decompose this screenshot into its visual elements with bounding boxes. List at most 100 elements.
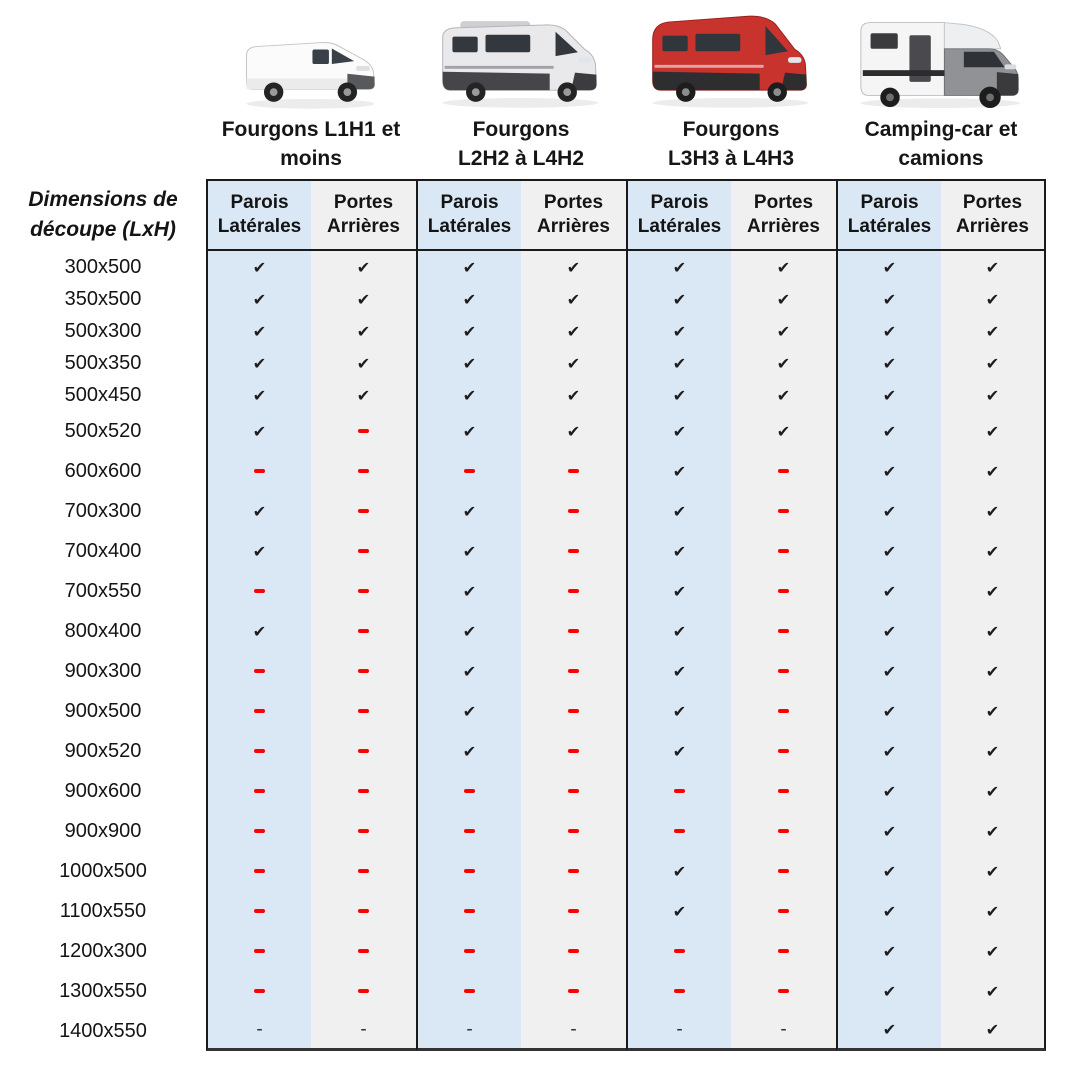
check-icon: ✔ — [985, 781, 1000, 801]
red-high-roof-van-image — [652, 15, 809, 108]
column-header-fourgons-l3h3-l4h3-portes-arrieres: Portes Arrières — [731, 179, 836, 251]
cell-500x300-fourgons-l2h2-l4h2-parois: ✔ — [416, 315, 521, 347]
check-icon: ✔ — [672, 581, 687, 601]
check-icon: ✔ — [672, 461, 687, 481]
cell-900x300-fourgons-l2h2-l4h2-parois: ✔ — [416, 651, 521, 691]
cell-1100x550-fourgons-l3h3-l4h3-parois: ✔ — [626, 891, 731, 931]
check-icon: ✔ — [776, 257, 791, 277]
row-label-700x300: 700x300 — [0, 491, 206, 531]
cell-700x550-camping-car-parois: ✔ — [836, 571, 941, 611]
cell-700x550-fourgons-l1h1-portes — [311, 571, 416, 611]
row-label-1000x500: 1000x500 — [0, 851, 206, 891]
row-label-1400x550: 1400x550 — [0, 1011, 206, 1051]
cell-500x350-fourgons-l2h2-l4h2-portes: ✔ — [521, 347, 626, 379]
not-available-dash-icon — [358, 709, 369, 713]
cell-1200x300-fourgons-l3h3-l4h3-portes — [731, 931, 836, 971]
cell-1300x550-fourgons-l3h3-l4h3-parois — [626, 971, 731, 1011]
not-available-dash-icon — [464, 469, 475, 473]
cell-900x300-fourgons-l3h3-l4h3-parois: ✔ — [626, 651, 731, 691]
not-available-dash-icon — [568, 509, 579, 513]
group-title-line2: camions — [898, 147, 984, 170]
check-icon: ✔ — [985, 941, 1000, 961]
not-available-dash-icon — [568, 709, 579, 713]
not-available-dash-icon — [254, 589, 265, 593]
cell-800x400-fourgons-l1h1-portes — [311, 611, 416, 651]
not-available-dash-icon — [464, 989, 475, 993]
not-available-dash-icon — [254, 829, 265, 833]
cell-700x300-fourgons-l1h1-portes — [311, 491, 416, 531]
cell-700x400-fourgons-l3h3-l4h3-parois: ✔ — [626, 531, 731, 571]
cell-600x600-fourgons-l2h2-l4h2-portes — [521, 451, 626, 491]
check-icon: ✔ — [985, 289, 1000, 309]
cell-500x450-fourgons-l3h3-l4h3-parois: ✔ — [626, 379, 731, 411]
cell-900x500-fourgons-l3h3-l4h3-portes — [731, 691, 836, 731]
neutral-dash-icon: - — [360, 1018, 367, 1040]
cell-300x500-fourgons-l2h2-l4h2-portes: ✔ — [521, 251, 626, 283]
not-available-dash-icon — [358, 909, 369, 913]
check-icon: ✔ — [882, 421, 897, 441]
check-icon: ✔ — [252, 289, 267, 309]
cell-600x600-fourgons-l2h2-l4h2-parois — [416, 451, 521, 491]
cell-900x900-fourgons-l1h1-parois — [206, 811, 311, 851]
not-available-dash-icon — [568, 829, 579, 833]
not-available-dash-icon — [254, 469, 265, 473]
check-icon: ✔ — [985, 421, 1000, 441]
check-icon: ✔ — [566, 421, 581, 441]
check-icon: ✔ — [566, 385, 581, 405]
check-icon: ✔ — [672, 501, 687, 521]
cell-1400x550-fourgons-l1h1-parois: - — [206, 1011, 311, 1051]
cell-800x400-fourgons-l3h3-l4h3-parois: ✔ — [626, 611, 731, 651]
row-label-900x500: 900x500 — [0, 691, 206, 731]
check-icon: ✔ — [462, 541, 477, 561]
cell-800x400-fourgons-l2h2-l4h2-portes — [521, 611, 626, 651]
not-available-dash-icon — [358, 749, 369, 753]
column-header-fourgons-l2h2-l4h2-portes-arrieres: Portes Arrières — [521, 179, 626, 251]
check-icon: ✔ — [462, 741, 477, 761]
not-available-dash-icon — [254, 869, 265, 873]
cell-1100x550-fourgons-l1h1-portes — [311, 891, 416, 931]
check-icon: ✔ — [882, 621, 897, 641]
cell-600x600-camping-car-parois: ✔ — [836, 451, 941, 491]
cell-900x500-fourgons-l1h1-parois — [206, 691, 311, 731]
cell-500x350-fourgons-l1h1-portes: ✔ — [311, 347, 416, 379]
cell-500x450-fourgons-l2h2-l4h2-portes: ✔ — [521, 379, 626, 411]
not-available-dash-icon — [464, 949, 475, 953]
cell-500x300-fourgons-l3h3-l4h3-parois: ✔ — [626, 315, 731, 347]
row-label-500x450: 500x450 — [0, 379, 206, 411]
vehicle-image-wrapper — [836, 6, 1046, 110]
cell-900x300-camping-car-portes: ✔ — [941, 651, 1046, 691]
cell-900x300-fourgons-l2h2-l4h2-portes — [521, 651, 626, 691]
check-icon: ✔ — [882, 353, 897, 373]
cell-500x450-fourgons-l1h1-parois: ✔ — [206, 379, 311, 411]
check-icon: ✔ — [985, 821, 1000, 841]
cell-700x300-fourgons-l1h1-parois: ✔ — [206, 491, 311, 531]
cell-900x600-fourgons-l1h1-portes — [311, 771, 416, 811]
cell-500x350-fourgons-l2h2-l4h2-parois: ✔ — [416, 347, 521, 379]
row-label-700x550: 700x550 — [0, 571, 206, 611]
not-available-dash-icon — [254, 989, 265, 993]
check-icon: ✔ — [776, 353, 791, 373]
column-header-fourgons-l3h3-l4h3-parois-laterales: Parois Latérales — [626, 179, 731, 251]
row-label-900x900: 900x900 — [0, 811, 206, 851]
cell-900x600-fourgons-l2h2-l4h2-parois — [416, 771, 521, 811]
cell-900x520-fourgons-l2h2-l4h2-parois: ✔ — [416, 731, 521, 771]
not-available-dash-icon — [358, 509, 369, 513]
not-available-dash-icon — [568, 749, 579, 753]
not-available-dash-icon — [358, 669, 369, 673]
cell-500x520-fourgons-l3h3-l4h3-portes: ✔ — [731, 411, 836, 451]
cell-300x500-fourgons-l1h1-parois: ✔ — [206, 251, 311, 283]
cell-500x300-fourgons-l1h1-portes: ✔ — [311, 315, 416, 347]
check-icon: ✔ — [985, 461, 1000, 481]
cell-1200x300-fourgons-l1h1-portes — [311, 931, 416, 971]
cell-900x900-fourgons-l3h3-l4h3-parois — [626, 811, 731, 851]
cell-1200x300-fourgons-l2h2-l4h2-parois — [416, 931, 521, 971]
check-icon: ✔ — [882, 257, 897, 277]
neutral-dash-icon: - — [676, 1018, 683, 1040]
cell-600x600-fourgons-l3h3-l4h3-parois: ✔ — [626, 451, 731, 491]
not-available-dash-icon — [358, 469, 369, 473]
cell-1200x300-fourgons-l2h2-l4h2-portes — [521, 931, 626, 971]
check-icon: ✔ — [672, 321, 687, 341]
cell-1000x500-fourgons-l2h2-l4h2-portes — [521, 851, 626, 891]
check-icon: ✔ — [672, 661, 687, 681]
cell-900x600-camping-car-parois: ✔ — [836, 771, 941, 811]
